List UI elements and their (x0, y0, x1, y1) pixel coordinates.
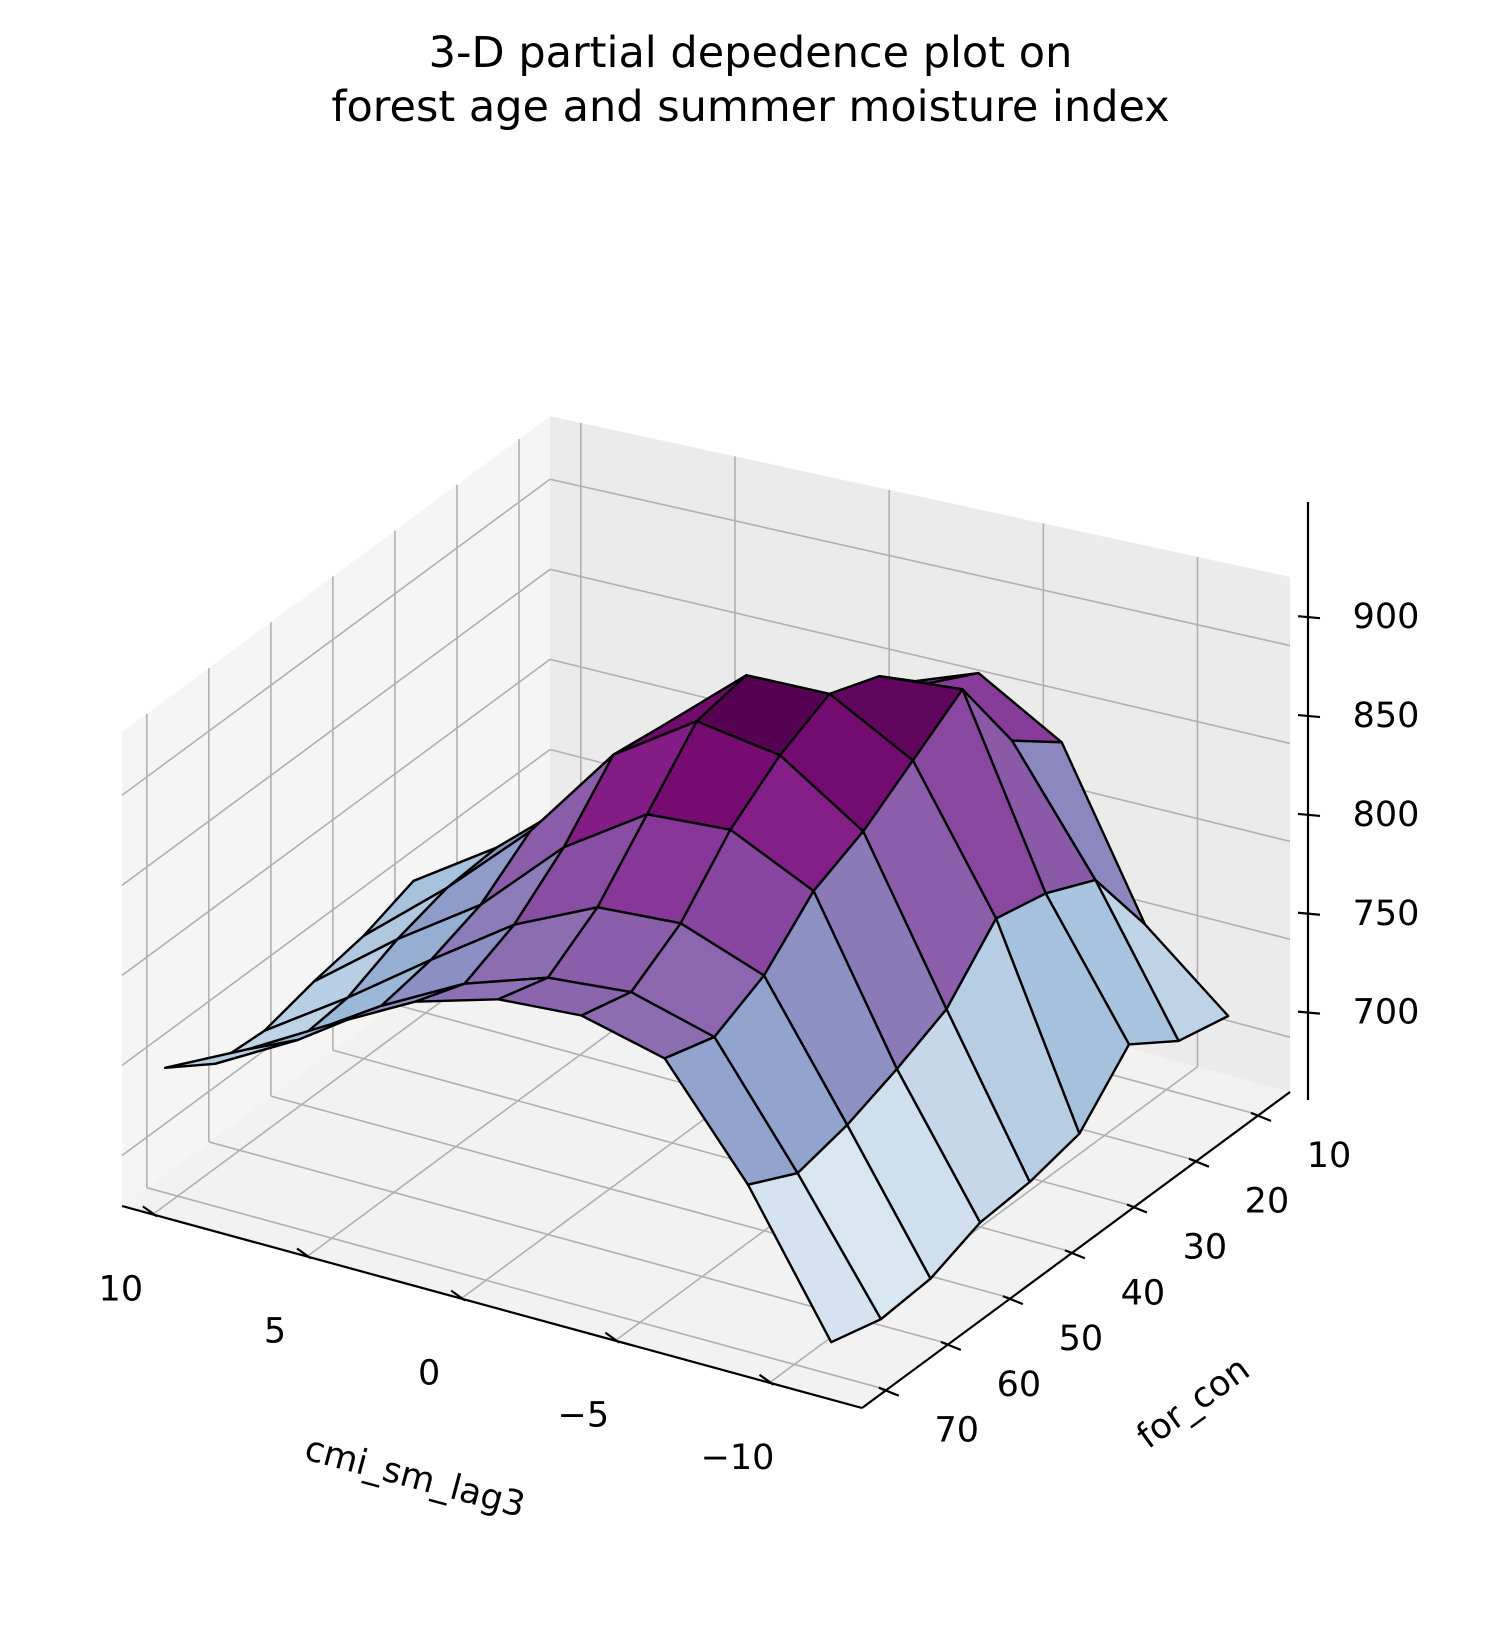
z-tick-label: 900 (1353, 597, 1420, 637)
grid-z-left (121, 568, 551, 886)
x-axis-line (121, 1204, 863, 1410)
z-tick-label: 850 (1353, 696, 1420, 736)
x-tick-label: −5 (558, 1396, 610, 1436)
surface-mesh (163, 671, 1230, 1344)
y-tick-label: 50 (1059, 1319, 1104, 1359)
chart-title-line-2: forest age and summer moisture index (331, 82, 1170, 132)
x-tick-label: 10 (99, 1269, 144, 1309)
y-tick-label: 10 (1307, 1136, 1352, 1176)
z-tick-label: 750 (1353, 894, 1420, 934)
x-axis-label: cmi_sm_lag3 (300, 1429, 529, 1526)
grid-z-back (549, 568, 1291, 745)
grid-z-left (121, 478, 551, 796)
grid-z-back (549, 478, 1291, 647)
y-tick-label: 40 (1121, 1273, 1166, 1313)
x-tick (758, 1373, 775, 1386)
x-tick-label: 0 (418, 1354, 440, 1394)
z-tick-label: 800 (1353, 795, 1420, 835)
y-tick-label: 60 (997, 1365, 1042, 1405)
x-tick-label: −10 (701, 1438, 775, 1478)
x-tick (604, 1331, 620, 1344)
y-tick-label: 70 (935, 1411, 980, 1451)
y-axis-line (861, 1091, 1291, 1409)
surface-patch (746, 1171, 883, 1344)
x-tick (142, 1205, 158, 1218)
y-tick (940, 1340, 962, 1351)
y-tick (1002, 1295, 1024, 1306)
chart-title-line-1: 3-D partial depedence plot on (428, 28, 1073, 78)
grid-z-left (121, 748, 551, 1067)
y-tick (1126, 1203, 1148, 1214)
grid-y-floor (146, 1186, 888, 1391)
y-tick (878, 1386, 900, 1397)
y-tick-label: 30 (1183, 1227, 1228, 1267)
z-tick (1297, 812, 1321, 818)
z-tick (1297, 911, 1321, 916)
z-tick (1297, 615, 1321, 620)
y-tick (1188, 1157, 1210, 1168)
axis-lines (121, 502, 1310, 1410)
z-tick (1297, 1010, 1321, 1015)
left-pane (122, 416, 550, 1206)
y-tick (1064, 1249, 1086, 1260)
grid-z-left (121, 658, 551, 977)
x-tick (450, 1289, 466, 1302)
z-tick (1297, 713, 1321, 719)
y-axis-label: for_con (1130, 1349, 1257, 1457)
tick-marks (142, 615, 1321, 1397)
y-tick-label: 20 (1245, 1182, 1290, 1222)
y-tick (1250, 1111, 1272, 1122)
x-tick-label: 5 (264, 1312, 286, 1352)
x-tick (296, 1247, 312, 1260)
z-tick-label: 700 (1353, 993, 1420, 1033)
